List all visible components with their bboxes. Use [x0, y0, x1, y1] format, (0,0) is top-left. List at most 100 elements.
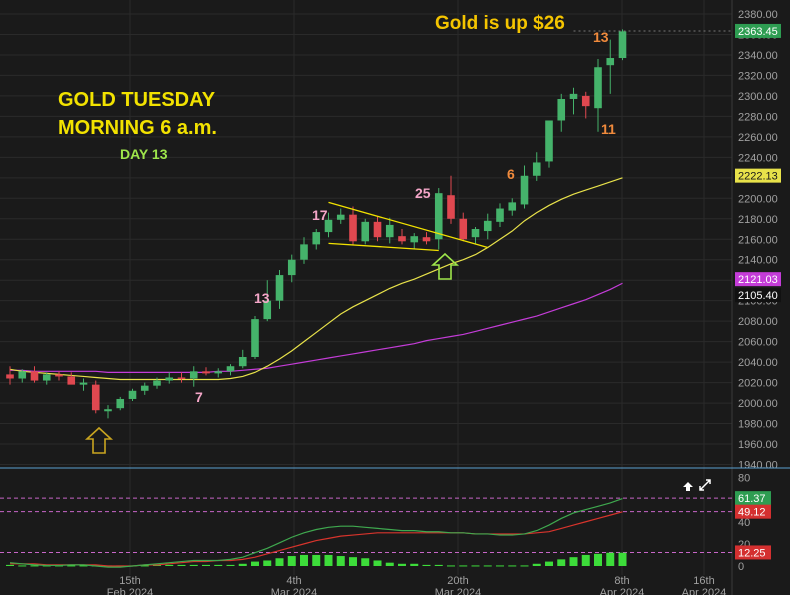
- osc-histogram-bar: [361, 558, 370, 566]
- candle-body: [251, 319, 259, 357]
- day-label: DAY 13: [120, 146, 168, 162]
- osc-histogram-bar: [6, 564, 14, 566]
- osc-histogram-bar: [459, 565, 468, 567]
- x-tick-month: Mar 2024: [271, 587, 317, 595]
- x-tick-month: Apr 2024: [682, 587, 727, 595]
- osc-histogram-bar: [545, 561, 553, 566]
- candle-body: [189, 371, 198, 379]
- price-tag-label: 2222.13: [738, 171, 778, 183]
- candle-body: [275, 275, 284, 301]
- candle-body: [520, 175, 529, 205]
- osc-histogram-bar: [30, 565, 39, 567]
- candle-body: [6, 374, 14, 379]
- y-tick-label: 2020.00: [738, 378, 778, 390]
- price-tag: [735, 272, 781, 287]
- y-tick-label: 2060.00: [738, 337, 778, 349]
- candle-body: [569, 93, 578, 99]
- y-tick-label: 1940.00: [738, 460, 778, 472]
- price-tag-label: 2121.03: [738, 274, 778, 286]
- osc-tag-label: 49.12: [738, 507, 766, 519]
- y-tick-label: 2380.00: [738, 9, 778, 21]
- candle-body: [128, 390, 137, 399]
- candle-body: [606, 58, 615, 66]
- osc-histogram-bar: [140, 565, 149, 567]
- osc-line-green: [9, 497, 623, 568]
- osc-histogram-bar: [18, 565, 27, 567]
- osc-histogram-bar: [569, 557, 578, 566]
- osc-histogram-bar: [618, 552, 627, 566]
- osc-tag: [735, 545, 771, 560]
- y-tick-label: 2000.00: [738, 398, 778, 410]
- candle-body: [42, 374, 51, 381]
- osc-histogram-bar: [447, 565, 455, 567]
- y-tick-label: 2040.00: [738, 357, 778, 369]
- count-label-13-b: 13: [593, 29, 609, 45]
- osc-tag: [735, 504, 771, 519]
- y-tick-label: 2080.00: [738, 316, 778, 328]
- title-line-1: GOLD TUESDAY: [58, 89, 216, 111]
- y-tick-label: 1960.00: [738, 439, 778, 451]
- candle-body: [618, 31, 627, 59]
- candle-body: [496, 208, 504, 222]
- osc-histogram-bar: [214, 564, 223, 566]
- candle-body: [287, 259, 296, 276]
- osc-histogram-bar: [508, 565, 517, 567]
- candle-body: [116, 398, 125, 409]
- candle-body: [177, 377, 186, 379]
- title-line-2: MORNING 6 a.m.: [58, 117, 217, 139]
- y-tick-label: 2340.00: [738, 50, 778, 62]
- osc-histogram-bar: [336, 556, 345, 566]
- osc-histogram-bar: [434, 564, 443, 566]
- x-tick-day: 16th: [693, 575, 714, 587]
- osc-histogram-bar: [520, 565, 529, 567]
- osc-histogram-bar: [373, 560, 382, 566]
- y-tick-label: 2160.00: [738, 234, 778, 246]
- up-arrow-icon: [84, 426, 114, 454]
- candle-body: [422, 237, 431, 242]
- count-label-13-a: 13: [254, 290, 270, 306]
- osc-y-tick-label: 0: [738, 561, 744, 573]
- osc-histogram-bar: [385, 562, 394, 566]
- y-tick-label: 2180.00: [738, 214, 778, 226]
- osc-tag-label: 12.25: [738, 547, 766, 559]
- candle-body: [153, 380, 161, 386]
- candle-body: [104, 409, 112, 412]
- candle-body: [557, 98, 566, 121]
- arrow-up-icon: [683, 482, 693, 491]
- headline: Gold is up $26: [435, 13, 565, 34]
- candle-body: [349, 214, 357, 242]
- osc-histogram-bar: [275, 558, 284, 566]
- candle-body: [263, 300, 272, 320]
- osc-histogram-bar: [287, 556, 296, 566]
- y-tick-label: 2300.00: [738, 91, 778, 103]
- osc-histogram-bar: [312, 554, 321, 566]
- price-tag: [735, 23, 781, 38]
- osc-histogram-bar: [496, 565, 504, 567]
- osc-histogram-bar: [422, 564, 431, 566]
- osc-histogram-bar: [398, 563, 406, 566]
- x-tick-month: Apr 2024: [600, 587, 645, 595]
- candle-body: [336, 214, 345, 220]
- osc-histogram-bar: [226, 564, 235, 566]
- osc-histogram-bar: [165, 564, 174, 566]
- y-tick-label: 2240.00: [738, 152, 778, 164]
- osc-histogram-bar: [410, 563, 419, 566]
- osc-histogram-bar: [606, 552, 615, 566]
- up-arrow-icon: [430, 252, 460, 280]
- count-label-7: 7: [195, 389, 203, 405]
- candle-body: [140, 385, 149, 391]
- candle-body: [545, 120, 553, 162]
- ma-fast-line: [9, 177, 623, 381]
- osc-histogram-bar: [202, 564, 210, 566]
- osc-histogram-bar: [483, 565, 492, 567]
- candle-body: [361, 221, 370, 242]
- candle-body: [202, 371, 210, 374]
- candle-body: [67, 376, 76, 385]
- candle-body: [55, 374, 63, 377]
- ma-slow-line: [10, 282, 623, 373]
- osc-histogram-bar: [532, 563, 541, 566]
- osc-histogram-bar: [349, 557, 357, 566]
- count-label-17: 17: [312, 207, 328, 223]
